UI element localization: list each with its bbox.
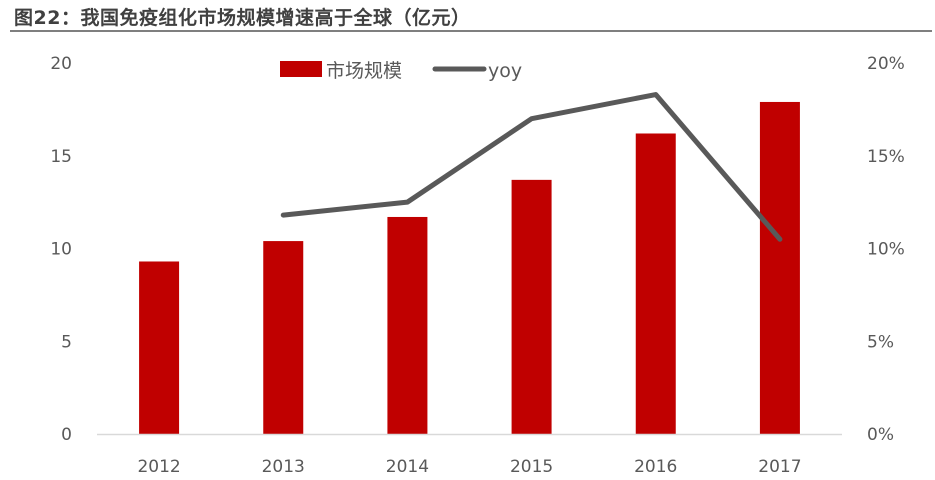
x-tick-label: 2012: [137, 457, 180, 477]
bar-2015: [511, 179, 552, 434]
right-tick-label: 20%: [867, 54, 905, 74]
x-tick-label: 2016: [634, 457, 677, 477]
x-tick-label: 2015: [510, 457, 553, 477]
right-tick-label: 5%: [867, 332, 894, 352]
chart-title: 图22：我国免疫组化市场规模增速高于全球（亿元）: [14, 7, 471, 29]
legend: 市场规模 yoy: [280, 60, 522, 82]
bar-2016: [635, 133, 676, 435]
x-tick-label: 2013: [262, 457, 305, 477]
yoy-line-series: [280, 92, 783, 242]
right-tick-label: 0%: [867, 425, 894, 445]
bar-2017: [759, 101, 800, 434]
left-tick-label: 20: [50, 54, 72, 74]
title-divider: [10, 30, 932, 32]
bar-2012: [139, 261, 180, 434]
left-tick-label: 0: [61, 425, 72, 445]
x-tick-label: 2017: [758, 457, 801, 477]
x-tick-label: 2014: [386, 457, 429, 477]
right-tick-label: 15%: [867, 147, 905, 167]
legend-label-bar: 市场规模: [326, 60, 402, 82]
right-axis-ticks: 0% 5% 10% 15% 20%: [867, 54, 905, 445]
legend-swatch-bar: [280, 61, 322, 77]
left-axis-ticks: 0 5 10 15 20: [50, 54, 72, 445]
left-tick-label: 10: [50, 240, 72, 260]
left-tick-label: 5: [61, 332, 72, 352]
bar-2014: [387, 216, 428, 434]
bar-series: [139, 101, 800, 435]
x-axis-ticks: 2012 2013 2014 2015 2016 2017: [137, 457, 801, 477]
legend-label-line: yoy: [488, 60, 522, 82]
left-tick-label: 15: [50, 147, 72, 167]
bar-2013: [263, 241, 304, 434]
right-tick-label: 10%: [867, 240, 905, 260]
